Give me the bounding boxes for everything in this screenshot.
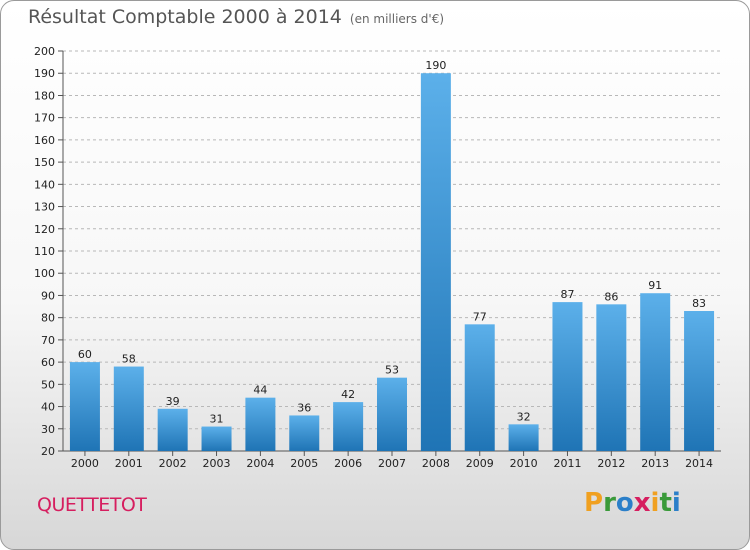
x-tick-label-2011: 2011 bbox=[553, 457, 581, 470]
value-label-2013: 91 bbox=[648, 279, 662, 292]
value-label-2011: 87 bbox=[560, 288, 574, 301]
x-tick-label-2006: 2006 bbox=[334, 457, 362, 470]
value-label-2014: 83 bbox=[692, 297, 706, 310]
y-tick-label: 140 bbox=[34, 178, 55, 191]
value-label-2005: 36 bbox=[297, 401, 311, 414]
bar-2009 bbox=[464, 324, 495, 451]
bar-2006 bbox=[333, 402, 364, 451]
brand-logo: Proxiti bbox=[584, 488, 681, 518]
x-tick-label-2003: 2003 bbox=[203, 457, 231, 470]
y-tick-label: 200 bbox=[34, 45, 55, 58]
y-tick-label: 100 bbox=[34, 267, 55, 280]
chart-title-text: Résultat Comptable 2000 à 2014 bbox=[28, 6, 342, 28]
x-tick-label-2012: 2012 bbox=[597, 457, 625, 470]
y-tick-label: 50 bbox=[41, 378, 55, 391]
value-label-2000: 60 bbox=[78, 348, 92, 361]
chart-subtitle: (en milliers d'€) bbox=[349, 12, 445, 26]
y-tick-label: 40 bbox=[41, 401, 55, 414]
x-tick-label-2014: 2014 bbox=[685, 457, 713, 470]
value-label-2012: 86 bbox=[604, 290, 618, 303]
chart-title: Résultat Comptable 2000 à 2014 (en millie… bbox=[28, 6, 444, 28]
y-tick-label: 120 bbox=[34, 223, 55, 236]
y-tick-label: 110 bbox=[34, 245, 55, 258]
bar-2003 bbox=[201, 426, 232, 451]
bar-2008 bbox=[420, 73, 451, 451]
x-tick-label-2005: 2005 bbox=[290, 457, 318, 470]
y-tick-label: 150 bbox=[34, 156, 55, 169]
bar-2010 bbox=[508, 424, 539, 451]
y-tick-label: 20 bbox=[41, 445, 55, 458]
x-tick-label-2001: 2001 bbox=[115, 457, 143, 470]
value-label-2006: 42 bbox=[341, 388, 355, 401]
x-tick-label-2010: 2010 bbox=[510, 457, 538, 470]
y-tick-label: 130 bbox=[34, 201, 55, 214]
y-tick-label: 190 bbox=[34, 67, 55, 80]
bar-2001 bbox=[113, 366, 144, 451]
bar-2014 bbox=[684, 311, 715, 451]
bar-2004 bbox=[245, 397, 276, 451]
x-tick-label-2004: 2004 bbox=[246, 457, 274, 470]
y-tick-label: 160 bbox=[34, 134, 55, 147]
y-tick-label: 60 bbox=[41, 356, 55, 369]
value-label-2008: 190 bbox=[425, 59, 446, 72]
y-tick-label: 180 bbox=[34, 89, 55, 102]
value-label-2010: 32 bbox=[517, 410, 531, 423]
y-tick-label: 80 bbox=[41, 312, 55, 325]
bar-2011 bbox=[552, 302, 583, 451]
x-tick-label-2007: 2007 bbox=[378, 457, 406, 470]
x-tick-label-2000: 2000 bbox=[71, 457, 99, 470]
x-tick-label-2002: 2002 bbox=[159, 457, 187, 470]
x-tick-label-2008: 2008 bbox=[422, 457, 450, 470]
bar-2005 bbox=[289, 415, 320, 451]
y-tick-label: 70 bbox=[41, 334, 55, 347]
bar-2000 bbox=[69, 362, 100, 451]
bar-2012 bbox=[596, 304, 627, 451]
x-tick-label-2009: 2009 bbox=[466, 457, 494, 470]
value-label-2007: 53 bbox=[385, 364, 399, 377]
y-tick-label: 170 bbox=[34, 112, 55, 125]
y-tick-label: 30 bbox=[41, 423, 55, 436]
y-tick-label: 90 bbox=[41, 289, 55, 302]
value-label-2003: 31 bbox=[210, 413, 224, 426]
value-label-2004: 44 bbox=[253, 384, 267, 397]
bar-2002 bbox=[157, 408, 188, 451]
value-label-2009: 77 bbox=[473, 310, 487, 323]
x-tick-label-2013: 2013 bbox=[641, 457, 669, 470]
value-label-2002: 39 bbox=[166, 395, 180, 408]
bar-2013 bbox=[640, 293, 671, 451]
location-name: QUETTETOT bbox=[37, 494, 147, 516]
bar-2007 bbox=[377, 377, 407, 451]
value-label-2001: 58 bbox=[122, 353, 136, 366]
